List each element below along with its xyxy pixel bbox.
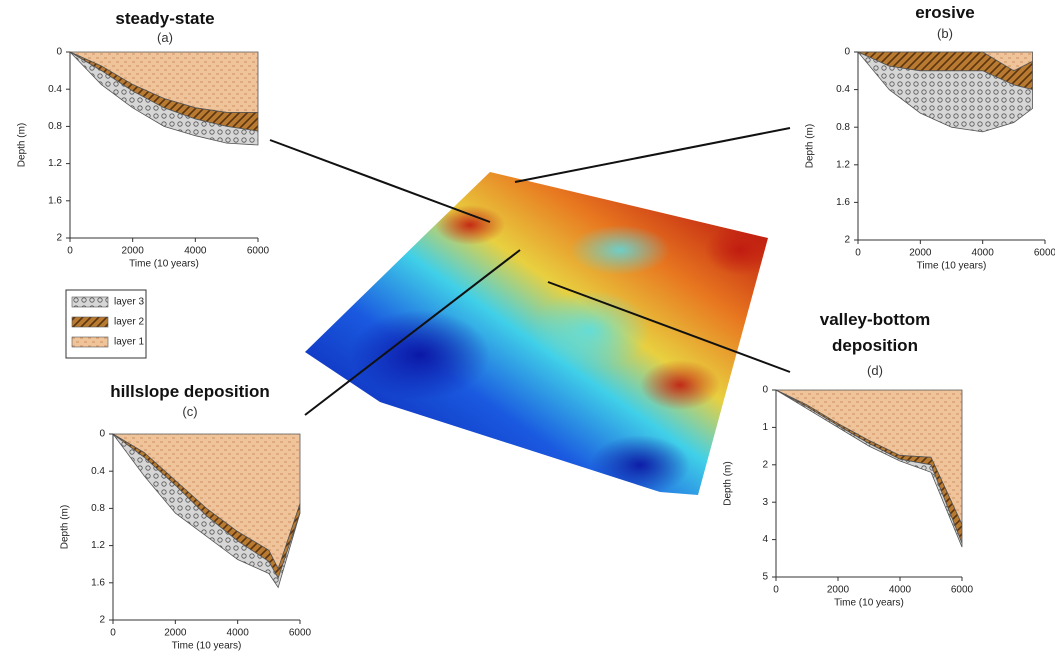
x-tick-label: 6000 <box>1034 248 1055 259</box>
x-tick-label: 0 <box>67 246 73 257</box>
y-tick-label: 2 <box>844 235 850 246</box>
x-axis-label: Time (10 years) <box>834 598 904 609</box>
x-tick-label: 6000 <box>951 585 974 596</box>
y-tick-label: 0.8 <box>836 122 850 133</box>
y-tick-label: 0.4 <box>48 84 62 95</box>
y-tick-label: 2 <box>99 615 105 626</box>
legend: layer 3 layer 2 layer 1 <box>65 289 147 359</box>
y-tick-label: 0.8 <box>91 503 105 514</box>
chart-subtitle: (a) <box>157 30 173 45</box>
x-tick-label: 2000 <box>827 585 850 596</box>
terrain <box>305 172 768 495</box>
y-tick-label: 5 <box>762 572 768 583</box>
layer-area <box>69 51 259 146</box>
legend-label: layer 1 <box>114 337 144 348</box>
y-tick-label: 0 <box>56 47 62 58</box>
chart-title: valley-bottom deposition <box>819 310 931 355</box>
y-tick-label: 1.2 <box>91 540 105 551</box>
x-axis-label: Time (10 years) <box>129 259 199 270</box>
y-tick-label: 2 <box>56 233 62 244</box>
y-tick-label: 1 <box>762 422 768 433</box>
x-tick-label: 6000 <box>247 246 270 257</box>
y-axis-label: Depth (m) <box>17 123 28 167</box>
connectors <box>269 127 791 416</box>
y-tick-label: 0 <box>99 429 105 440</box>
layer-area <box>775 389 963 548</box>
y-tick-label: 0.4 <box>836 84 850 95</box>
x-tick-label: 4000 <box>227 628 250 639</box>
legend-label: layer 2 <box>114 317 144 328</box>
chart-subtitle: (d) <box>867 363 883 378</box>
y-tick-label: 0 <box>762 385 768 396</box>
legend-swatch <box>71 336 109 348</box>
y-tick-label: 1.2 <box>48 158 62 169</box>
x-tick-label: 0 <box>110 628 116 639</box>
legend-swatch <box>71 316 109 328</box>
chart-title: hillslope deposition <box>110 382 270 401</box>
chart-title: erosive <box>915 3 975 22</box>
x-tick-label: 2000 <box>909 248 932 259</box>
y-tick-label: 0 <box>844 47 850 58</box>
y-tick-label: 1.6 <box>91 577 105 588</box>
x-axis-label: Time (10 years) <box>172 641 242 652</box>
x-tick-label: 6000 <box>289 628 312 639</box>
x-tick-label: 2000 <box>122 246 145 257</box>
layer-area <box>775 389 963 525</box>
legend-swatch <box>71 296 109 308</box>
layer-area <box>857 51 1033 133</box>
x-axis-label: Time (10 years) <box>917 261 987 272</box>
y-axis-label: Depth (m) <box>805 124 816 168</box>
y-tick-label: 2 <box>762 459 768 470</box>
chart-title: steady-state <box>115 9 215 28</box>
y-tick-label: 1.2 <box>836 159 850 170</box>
x-tick-label: 4000 <box>184 246 207 257</box>
x-tick-label: 0 <box>855 248 861 259</box>
y-axis-label: Depth (m) <box>723 461 734 505</box>
layer-area <box>112 433 301 589</box>
y-tick-label: 4 <box>762 534 768 545</box>
legend-label: layer 3 <box>114 297 144 308</box>
y-tick-label: 1.6 <box>48 195 62 206</box>
y-tick-label: 0.8 <box>48 121 62 132</box>
x-tick-label: 2000 <box>164 628 187 639</box>
x-tick-label: 4000 <box>972 248 995 259</box>
y-tick-label: 1.6 <box>836 197 850 208</box>
chart-subtitle: (b) <box>937 26 953 41</box>
x-tick-label: 4000 <box>889 585 912 596</box>
y-tick-label: 0.4 <box>91 466 105 477</box>
y-axis-label: Depth (m) <box>60 505 71 549</box>
x-tick-label: 0 <box>773 585 779 596</box>
y-tick-label: 3 <box>762 497 768 508</box>
chart-subtitle: (c) <box>182 404 198 419</box>
